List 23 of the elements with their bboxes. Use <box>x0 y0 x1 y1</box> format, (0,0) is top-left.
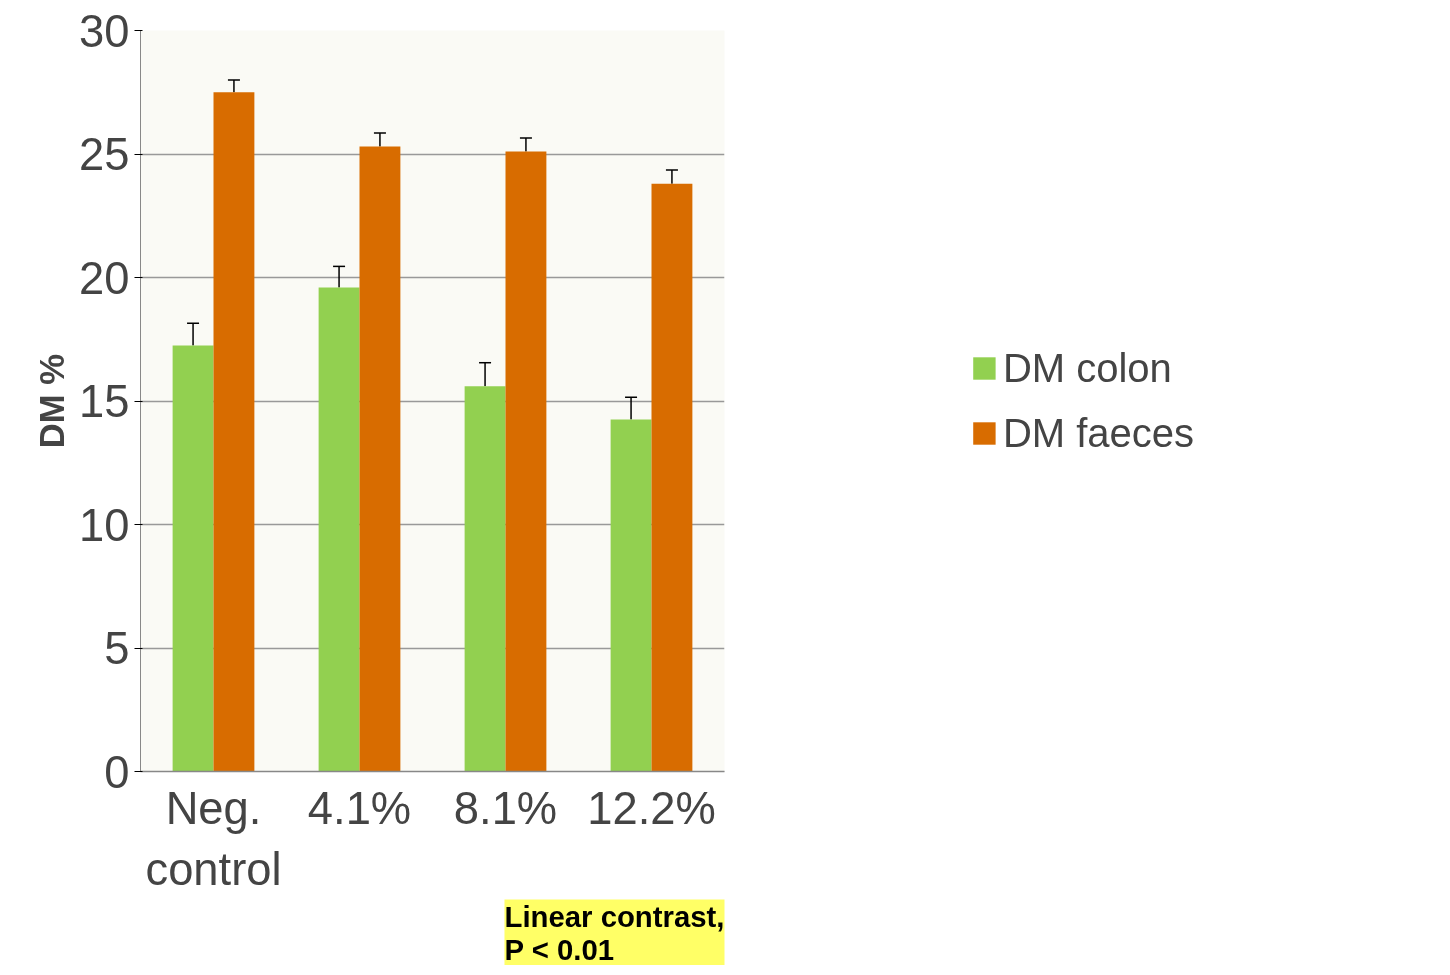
x-tick-label: 4.1% <box>307 782 412 834</box>
y-tick-label: 25 <box>79 129 130 180</box>
y-tick-label: 20 <box>79 252 130 304</box>
text: Linear contrast, P < 0.01 <box>504 899 725 966</box>
legend-label: DM faeces <box>1002 410 1195 456</box>
bar <box>505 151 547 772</box>
x-tick-label: 8.1% <box>453 782 558 834</box>
bar <box>318 287 360 772</box>
y-tick-label: 10 <box>79 499 130 551</box>
legend-label: DM colon <box>1002 345 1172 391</box>
bar <box>651 183 693 772</box>
y-axis-title: DM % <box>33 353 72 449</box>
y-tick-label: 5 <box>104 623 130 674</box>
bar <box>610 419 652 772</box>
x-tick-label: 12.2% <box>587 782 716 834</box>
x-tick-label: Neg. control <box>145 782 282 895</box>
bar <box>172 345 214 772</box>
y-tick-label: 15 <box>79 376 130 427</box>
y-tick-label: 30 <box>79 5 130 57</box>
bar <box>464 386 506 772</box>
bar <box>213 92 255 772</box>
bar <box>359 146 401 772</box>
y-tick-label: 0 <box>104 746 130 798</box>
